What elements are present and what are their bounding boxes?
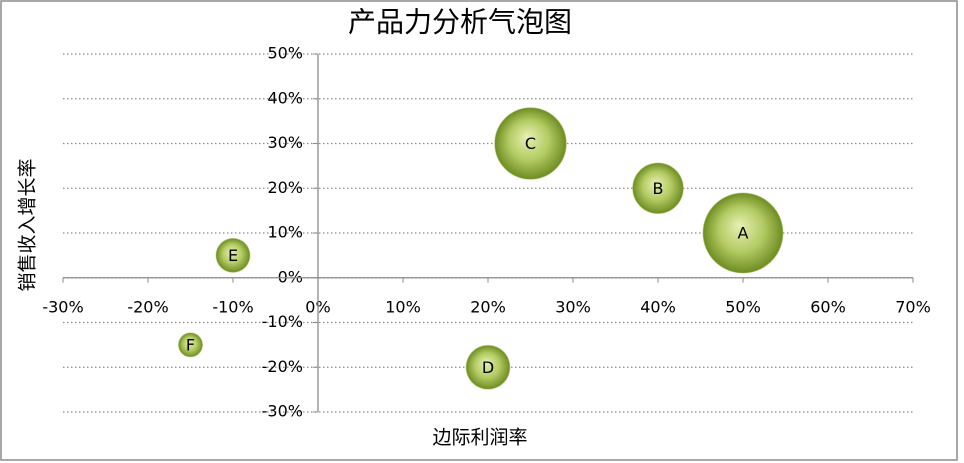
x-tick-label: 40%: [640, 297, 676, 316]
y-tick-label: 30%: [267, 133, 303, 152]
chart-title: 产品力分析气泡图: [348, 6, 572, 39]
x-axis-title: 边际利润率: [432, 427, 527, 449]
y-tick-label: 50%: [267, 44, 303, 63]
x-tick-label: -10%: [212, 297, 253, 316]
bubble: [632, 162, 684, 215]
x-tick-label: 50%: [725, 297, 761, 316]
y-tick-label: -10%: [262, 312, 303, 331]
x-tick-label: 70%: [895, 297, 931, 316]
bubble: [465, 344, 511, 390]
y-tick-label: 40%: [267, 88, 303, 107]
x-tick-label: 20%: [470, 297, 506, 316]
x-tick-label: -30%: [42, 297, 83, 316]
y-tick-label: -30%: [262, 402, 303, 421]
y-tick-label: 20%: [267, 178, 303, 197]
bubble-label: A: [738, 224, 749, 243]
bubble-label: F: [186, 335, 195, 354]
bubble-label: C: [525, 134, 536, 153]
bubble: [702, 192, 784, 274]
y-tick-label: 0%: [278, 267, 303, 286]
bubble: [494, 107, 567, 180]
x-tick-label: 60%: [810, 297, 846, 316]
x-tick-label: -20%: [127, 297, 168, 316]
x-tick-label: 10%: [385, 297, 421, 316]
bubble-label: B: [653, 179, 664, 198]
y-axis-title: 销售收入增长率: [17, 158, 39, 291]
x-tick-label: 30%: [555, 297, 591, 316]
bubble-label: D: [482, 358, 494, 377]
bubble-label: E: [228, 246, 238, 265]
y-tick-label: 10%: [267, 223, 303, 242]
bubble: [215, 237, 251, 273]
y-tick-label: -20%: [262, 357, 303, 376]
bubble: [178, 332, 203, 358]
